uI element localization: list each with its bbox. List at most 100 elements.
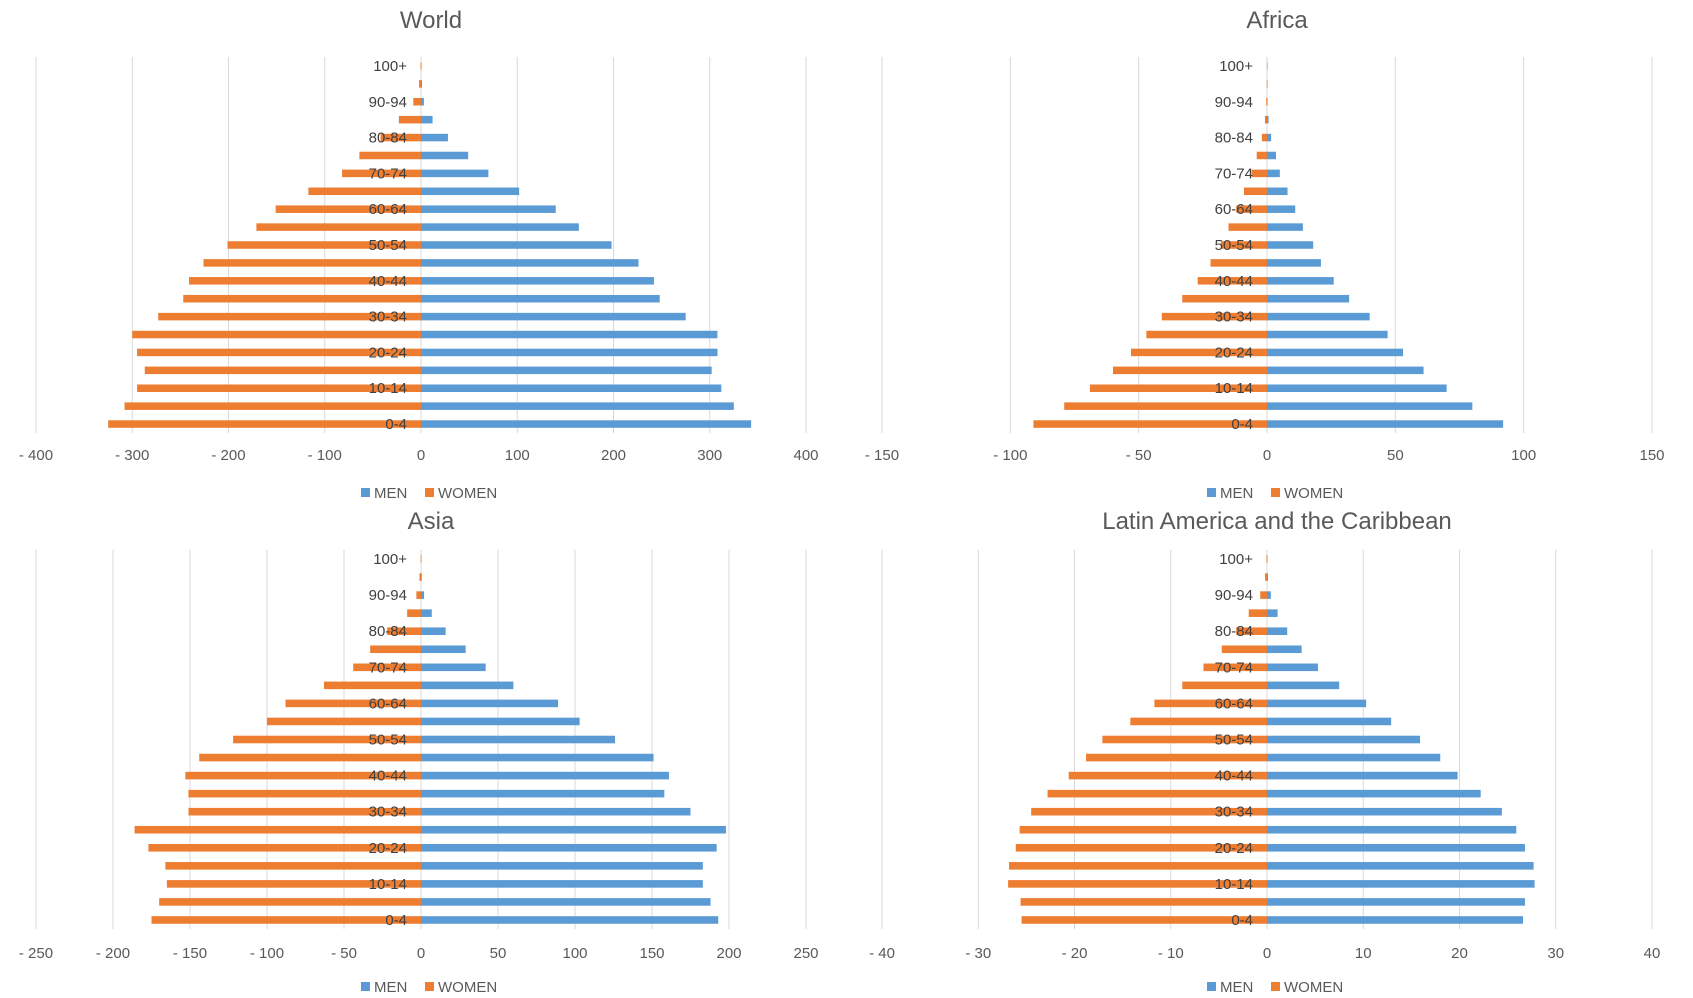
age-group-label: 30-34: [1215, 309, 1253, 326]
chart-svg: Latin America and the Caribbean - 40 - 30 -…: [869, 508, 1660, 996]
bar-women-70-74: [1203, 663, 1267, 672]
age-group-label: 50-54: [369, 732, 407, 749]
bar-men-0-4: [1267, 916, 1524, 924]
bar-men-65-69: [1267, 187, 1288, 196]
bar-women-10-14: [1008, 880, 1267, 888]
bar-men-100+: [421, 62, 422, 70]
age-group-label: 0-4: [1231, 912, 1253, 929]
legend-label-women: WOMEN: [438, 485, 497, 499]
age-group-label: 50-54: [369, 237, 407, 254]
bar-men-50-54: [1267, 241, 1314, 249]
bar-women-45-49: [203, 259, 421, 267]
age-group-label: 90-94: [369, 587, 407, 604]
legend-swatch-women: [425, 982, 434, 991]
bar-women-35-39: [1047, 789, 1267, 798]
x-tick-label: 50: [490, 945, 507, 962]
x-tick-label: - 300: [115, 447, 149, 464]
age-group-label: 90-94: [1215, 94, 1253, 111]
bar-men-30-34: [1267, 312, 1370, 321]
bar-women-20-24: [1130, 348, 1267, 357]
age-group-label: 80-84: [369, 623, 407, 640]
bar-women-50-54: [227, 241, 421, 249]
bar-men-10-14: [421, 384, 722, 392]
bar-men-50-54: [421, 735, 616, 744]
age-group-label: 100+: [1219, 551, 1253, 568]
bar-women-95-99: [419, 80, 421, 88]
bar-men-10-14: [421, 880, 703, 888]
bar-women-95-99: [1266, 80, 1268, 88]
bar-men-0-4: [421, 420, 752, 428]
bar-men-60-64: [421, 205, 556, 213]
bar-men-35-39: [421, 294, 660, 303]
bar-women-25-29: [1019, 825, 1267, 834]
bar-men-55-59: [1267, 717, 1392, 726]
bar-women-55-59: [1130, 717, 1267, 726]
bar-women-5-9: [159, 898, 421, 906]
age-group-label: 60-64: [1215, 695, 1253, 712]
bar-men-30-34: [1267, 807, 1502, 816]
bar-women-20-24: [1015, 843, 1267, 852]
legend-swatch-men: [361, 488, 370, 497]
x-tick-label: 200: [716, 945, 741, 962]
bar-men-75-79: [1267, 151, 1276, 160]
bar-men-70-74: [421, 663, 486, 672]
age-group-label: 80-84: [369, 130, 407, 147]
x-tick-label: - 50: [1126, 447, 1152, 464]
bar-women-25-29: [132, 330, 421, 339]
bar-men-80-84: [1267, 627, 1288, 636]
bar-women-40-44: [1197, 277, 1267, 285]
bar-men-85-89: [1267, 609, 1278, 617]
x-tick-label: - 150: [865, 447, 899, 464]
x-tick-label: - 20: [1062, 945, 1088, 962]
bar-women-0-4: [1033, 420, 1267, 428]
age-group-label: 30-34: [1215, 804, 1253, 821]
x-tick-label: - 50: [331, 945, 357, 962]
bar-women-60-64: [285, 699, 421, 708]
x-tick-label: 150: [639, 945, 664, 962]
bar-women-30-34: [1031, 807, 1267, 816]
bar-men-5-9: [421, 898, 711, 906]
bar-men-70-74: [1267, 169, 1280, 178]
chart-africa: Africa - 150 - 100 - 50 0 50 100 150 0-4 10-14 20-…: [846, 0, 1693, 499]
x-tick-label: 250: [793, 945, 818, 962]
bar-women-80-84: [387, 627, 421, 636]
bar-men-70-74: [421, 169, 489, 178]
bar-women-75-79: [359, 151, 421, 160]
bar-men-15-19: [1267, 366, 1424, 375]
bar-women-90-94: [413, 98, 421, 106]
x-tick-label: 0: [417, 447, 425, 464]
bar-women-65-69: [323, 681, 421, 690]
bar-men-65-69: [421, 681, 514, 690]
age-group-label: 40-44: [369, 273, 407, 290]
bar-men-80-84: [421, 133, 448, 142]
chart-latin-america: Latin America and the Caribbean - 40 - 30 -…: [846, 499, 1693, 998]
bar-men-40-44: [1267, 771, 1458, 780]
bar-women-40-44: [1068, 771, 1267, 780]
bar-women-100+: [420, 555, 422, 563]
x-tick-label: - 250: [19, 945, 53, 962]
bar-women-25-29: [134, 825, 421, 834]
bar-women-70-74: [1251, 169, 1267, 178]
x-tick-label: 100: [562, 945, 587, 962]
x-tick-label: 0: [1263, 447, 1271, 464]
legend: MEN WOMEN: [361, 485, 497, 499]
age-group-label: 70-74: [1215, 659, 1253, 676]
bar-men-50-54: [421, 241, 612, 249]
x-tick-label: 10: [1355, 945, 1372, 962]
bar-men-80-84: [421, 627, 446, 636]
age-group-label: 90-94: [1215, 587, 1253, 604]
bar-women-80-84: [1236, 627, 1267, 636]
chart-title: Latin America and the Caribbean: [1102, 508, 1452, 535]
bar-women-70-74: [353, 663, 421, 672]
x-tick-label: - 100: [308, 447, 342, 464]
bar-women-40-44: [189, 277, 421, 285]
x-tick-label: 20: [1451, 945, 1468, 962]
bar-women-45-49: [1210, 259, 1267, 267]
bar-men-90-94: [421, 98, 424, 106]
bar-men-20-24: [421, 843, 717, 852]
legend-label-women: WOMEN: [1284, 979, 1343, 996]
bar-women-20-24: [137, 348, 421, 357]
legend-swatch-men: [361, 982, 370, 991]
age-group-label: 40-44: [369, 768, 407, 785]
bar-men-45-49: [421, 259, 639, 267]
